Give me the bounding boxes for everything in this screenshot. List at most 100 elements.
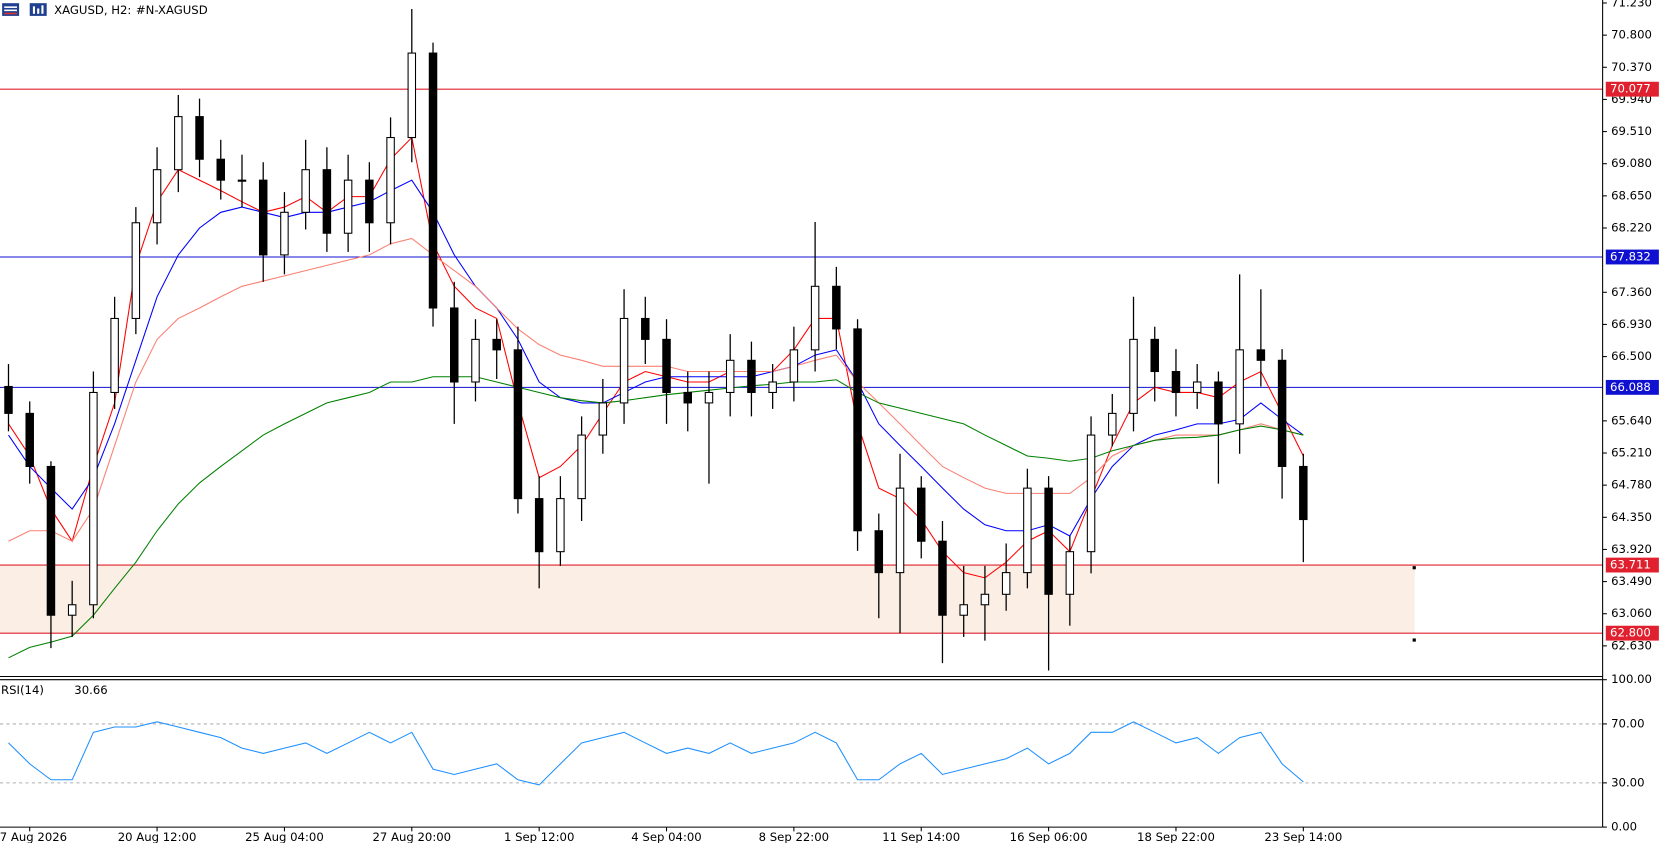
icon-line (4, 6, 17, 8)
icon-bar (37, 8, 40, 14)
candle-body (1277, 359, 1287, 467)
header: XAGUSD, H2: #N-XAGUSD (2, 3, 208, 17)
candle-body (959, 604, 968, 616)
candle-body (1214, 381, 1223, 425)
candle-body (4, 385, 13, 414)
y-tick-label: 68.650 (1611, 188, 1652, 202)
y-tick-label: 65.640 (1611, 413, 1652, 427)
x-tick-label: 8 Sep 22:00 (759, 830, 829, 843)
x-tick-label: 23 Sep 14:00 (1264, 830, 1342, 843)
icon-bar (32, 6, 36, 14)
candle-body (641, 317, 650, 340)
candle-body (1192, 381, 1202, 393)
candle-body (471, 338, 480, 383)
indicator-value: 30.66 (74, 683, 107, 697)
y-tick-label: 63.060 (1611, 606, 1652, 620)
candle-body (450, 307, 459, 383)
candle-body (619, 317, 629, 404)
y-tick-label: 67.360 (1611, 285, 1652, 299)
x-tick-label: 11 Sep 14:00 (882, 830, 960, 843)
x-tick-label: 25 Aug 04:00 (245, 830, 324, 843)
candle-body (67, 604, 77, 616)
y-tick-label: 65.210 (1611, 446, 1652, 460)
x-tick-label: 1 Sep 12:00 (504, 830, 574, 843)
y-tick-label: 30.00 (1611, 775, 1644, 789)
candle-body (1171, 370, 1181, 393)
y-tick-label: 0.00 (1611, 820, 1637, 834)
candle-body (301, 169, 310, 213)
level-label: 62.800 (1610, 626, 1651, 640)
candle-body (513, 349, 523, 500)
level-label-box (1605, 249, 1659, 265)
candle-body (1023, 487, 1032, 574)
candle-body (683, 391, 692, 404)
price-zone (0, 565, 1415, 634)
candle-body (874, 530, 884, 574)
x-tick-label: 18 Sep 22:00 (1137, 830, 1215, 843)
candle-body (832, 285, 841, 330)
zone-handle (1412, 638, 1416, 642)
candle-body (386, 137, 395, 224)
candle-body (1086, 434, 1096, 553)
candle-body (110, 317, 119, 393)
candle-body (25, 412, 34, 467)
y-tick-label: 64.350 (1611, 510, 1652, 524)
x-tick-label: 16 Sep 06:00 (1010, 830, 1088, 843)
zone-handle (1412, 566, 1416, 570)
level-label: 66.088 (1610, 380, 1651, 394)
candle-body (365, 179, 374, 224)
candle-body (598, 402, 608, 436)
x-tick-label: 4 Sep 04:00 (631, 830, 701, 843)
candle-body (195, 116, 204, 160)
icon-line (4, 12, 17, 15)
candle-body (789, 349, 799, 383)
y-tick-label: 70.800 (1611, 28, 1652, 42)
rsi-line (8, 721, 1304, 786)
candle-body (747, 359, 756, 393)
x-tick-label: 27 Aug 20:00 (372, 830, 451, 843)
candle-body (152, 169, 162, 224)
icon-line (4, 9, 17, 12)
candle-body (1108, 412, 1117, 436)
y-tick-label: 66.500 (1611, 349, 1652, 363)
level-label: 63.711 (1610, 558, 1651, 572)
candle-body (1065, 551, 1075, 595)
candle-body (237, 179, 247, 182)
level-label-box (1605, 379, 1659, 395)
candle-body (1150, 338, 1159, 373)
candle-body (216, 158, 226, 181)
x-tick-label: 20 Aug 12:00 (118, 830, 197, 843)
candle-body (89, 391, 98, 606)
y-tick-label: 63.490 (1611, 574, 1652, 588)
candle-body (768, 381, 777, 393)
y-tick-label: 63.920 (1611, 542, 1652, 556)
level-label-box (1605, 625, 1659, 641)
y-tick-label: 69.080 (1611, 156, 1652, 170)
y-tick-label: 71.230 (1611, 0, 1652, 9)
candle-body (343, 179, 353, 234)
y-tick-label: 62.630 (1611, 638, 1652, 652)
y-tick-label: 66.930 (1611, 317, 1652, 331)
symbol-title: XAGUSD, H2: (54, 3, 131, 17)
candle-body (428, 52, 438, 309)
candle-body (174, 116, 183, 171)
x-tick-label: 17 Aug 2026 (0, 830, 67, 843)
candle-body (1235, 349, 1244, 425)
indicator-title: RSI(14) (1, 683, 44, 697)
candle-body (577, 434, 586, 500)
candle-body (492, 338, 501, 351)
candle-body (556, 498, 565, 553)
candle-body (1129, 338, 1138, 414)
candle-body (725, 359, 735, 393)
symbol-subtitle: #N-XAGUSD (136, 3, 208, 17)
candle-body (1001, 572, 1011, 595)
candle-body (916, 487, 926, 542)
level-label: 70.077 (1610, 82, 1651, 96)
y-tick-label: 100.00 (1611, 672, 1652, 686)
candle-body (258, 179, 268, 256)
y-tick-label: 64.780 (1611, 478, 1652, 492)
icon-bar (41, 5, 44, 14)
y-tick-label: 70.370 (1611, 60, 1652, 74)
